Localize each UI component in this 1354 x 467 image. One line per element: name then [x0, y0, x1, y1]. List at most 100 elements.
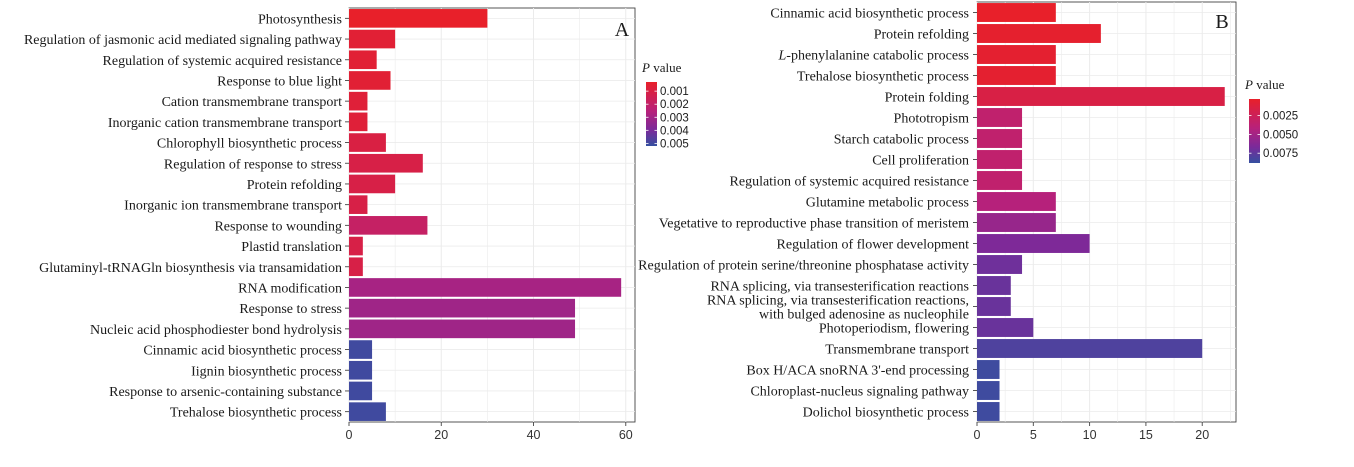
- panel-label: A: [615, 19, 630, 41]
- bar: [349, 216, 428, 235]
- bar: [349, 174, 396, 194]
- bar: [977, 66, 1056, 85]
- bar: [349, 381, 373, 401]
- category-label: Cinnamic acid biosynthetic process: [143, 344, 342, 359]
- bar: [349, 257, 363, 277]
- bar: [977, 234, 1090, 253]
- x-tick-label: 10: [1083, 428, 1097, 442]
- category-label: Nucleic acid phosphodiester bond hydroly…: [90, 323, 342, 338]
- category-label: Response to stress: [239, 302, 342, 317]
- category-label: Regulation of jasmonic acid mediated sig…: [24, 33, 342, 48]
- bar: [977, 360, 1000, 379]
- category-label: Transmembrane transport: [825, 343, 969, 358]
- category-label: Response to blue light: [217, 74, 342, 89]
- category-label: Vegetative to reproductive phase transit…: [659, 217, 969, 232]
- category-label: Trehalose biosynthetic process: [797, 70, 969, 85]
- bar: [349, 133, 386, 152]
- bar: [977, 402, 1000, 421]
- bar: [349, 112, 368, 132]
- category-label: Starch catabolic process: [834, 133, 969, 148]
- category-label: RNA modification: [238, 281, 342, 296]
- x-tick-label: 60: [619, 428, 633, 442]
- category-label: Photosynthesis: [258, 12, 342, 27]
- legend-tick-label: 0.002: [660, 99, 689, 111]
- bar: [349, 50, 377, 70]
- legend: P value 0.0025 0.0050 0.0075: [1244, 77, 1298, 163]
- bar: [349, 340, 373, 359]
- bar: [977, 24, 1101, 43]
- bar: [977, 87, 1225, 106]
- category-label: Regulation of systemic acquired resistan…: [103, 54, 342, 69]
- category-label: L-phenylalanine catabolic process: [778, 49, 970, 64]
- category-label: Regulation of response to stress: [164, 157, 342, 172]
- bar: [977, 297, 1011, 316]
- grid: [348, 8, 635, 422]
- category-label: Glutaminyl-tRNAGln biosynthesis via tran…: [39, 261, 342, 276]
- bar: [349, 402, 386, 421]
- bar: [349, 278, 622, 297]
- category-label: Response to wounding: [214, 219, 342, 234]
- category-label: Regulation of systemic acquired resistan…: [730, 175, 969, 190]
- panel-a-chart: Photosynthesis Regulation of jasmonic aci…: [24, 7, 689, 442]
- bar: [349, 360, 373, 380]
- category-label: Regulation of protein serine/threonine p…: [638, 259, 969, 274]
- legend-tick-label: 0.0025: [1263, 111, 1298, 123]
- legend-title: P value: [1244, 77, 1285, 92]
- bar: [977, 3, 1056, 22]
- category-label: Cinnamic acid biosynthetic process: [770, 7, 969, 22]
- legend-tick-label: 0.003: [660, 112, 689, 124]
- bar: [977, 150, 1023, 169]
- bar: [977, 381, 1000, 400]
- category-label: Box H/ACA snoRNA 3'-end processing: [746, 364, 969, 379]
- x-tick-label: 15: [1139, 428, 1153, 442]
- category-label: Inorganic cation transmembrane transport: [108, 116, 342, 131]
- x-tick-label: 0: [974, 428, 981, 442]
- category-label: Phototropism: [894, 112, 970, 127]
- category-label: Chlorophyll biosynthetic process: [157, 137, 342, 152]
- category-label: Cell proliferation: [872, 154, 969, 169]
- category-label: Photoperiodism, flowering: [819, 322, 969, 337]
- category-label: Trehalose biosynthetic process: [170, 406, 342, 421]
- category-label: Protein refolding: [247, 178, 342, 193]
- bar: [349, 91, 368, 111]
- bar: [977, 339, 1203, 358]
- legend-tick-label: 0.0075: [1263, 148, 1298, 160]
- legend-tick-label: 0.005: [660, 138, 689, 150]
- x-tick-label: 20: [1195, 428, 1209, 442]
- category-label: Plastid translation: [241, 240, 342, 255]
- bar: [349, 71, 391, 90]
- category-label: RNA splicing, via transesterification re…: [710, 280, 969, 295]
- x-tick-label: 5: [1030, 428, 1037, 442]
- category-label: Glutamine metabolic process: [806, 196, 969, 211]
- category-label: RNA splicing, via transesterification re…: [707, 294, 969, 323]
- plot-area: [976, 1, 1237, 423]
- x-tick-label: 20: [434, 428, 448, 442]
- bar: [977, 213, 1056, 232]
- x-tick-label: 0: [346, 428, 353, 442]
- panel-label: B: [1215, 11, 1228, 33]
- category-label: Iignin biosynthetic process: [191, 364, 342, 379]
- bar: [977, 276, 1011, 295]
- legend-tick-label: 0.0050: [1263, 129, 1298, 141]
- bar: [349, 319, 576, 339]
- bar: [977, 45, 1056, 64]
- category-label: Protein refolding: [874, 28, 969, 43]
- bar: [349, 153, 423, 173]
- bar: [977, 318, 1034, 337]
- panel-b-chart: Cinnamic acid biosynthetic process Protei…: [638, 1, 1298, 442]
- category-label: Chloroplast-nucleus signaling pathway: [750, 385, 969, 400]
- bar: [349, 236, 363, 256]
- category-label: Regulation of flower development: [777, 238, 970, 253]
- category-label: Cation transmembrane transport: [162, 95, 343, 110]
- category-label: Dolichol biosynthetic process: [803, 406, 969, 421]
- bar: [349, 9, 488, 28]
- bar: [977, 192, 1056, 211]
- bar: [349, 195, 368, 214]
- legend-title: P value: [641, 60, 682, 75]
- bar: [349, 298, 576, 318]
- legend-colorbar: [1249, 99, 1260, 163]
- bar: [977, 108, 1023, 127]
